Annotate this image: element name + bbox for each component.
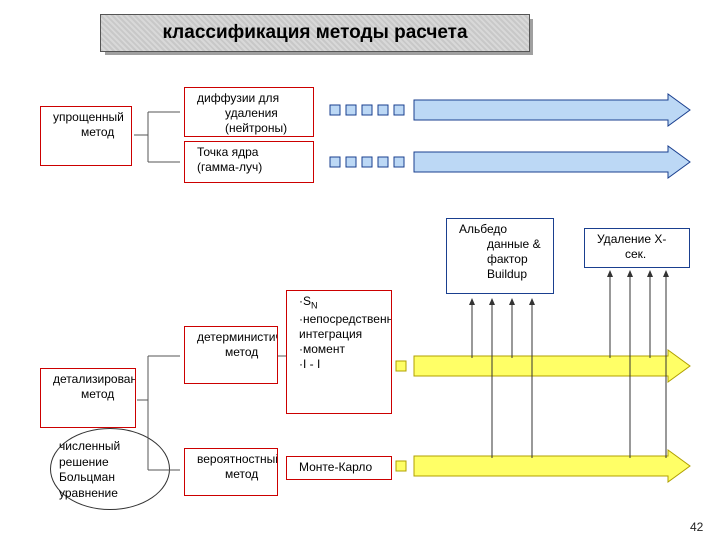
label: 42 xyxy=(690,520,703,534)
label: численныйрешениеБольцман уравнение xyxy=(59,439,120,500)
box-removal-xsec: Удаление X-сек. xyxy=(584,228,690,268)
label: Точка ядра(гамма-луч) xyxy=(197,145,262,174)
box-probabilistic-method: вероятностныйметод xyxy=(184,448,278,496)
page-number: 42 xyxy=(690,520,703,534)
label: детализированныйметод xyxy=(53,372,136,401)
label: ·SN·непосредственный интеграция·момент·I… xyxy=(299,294,392,371)
box-point-kernel: Точка ядра(гамма-луч) xyxy=(184,141,314,183)
label: Альбедо данные &фактор Buildup xyxy=(459,222,541,281)
title-text: классификация методы расчета xyxy=(162,22,467,44)
ellipse-boltzmann: численныйрешениеБольцман уравнение xyxy=(50,428,170,510)
box-deterministic-method: детерминистическийметод xyxy=(184,326,278,384)
label: детерминистическийметод xyxy=(197,330,278,359)
label: диффузии для удаления(нейтроны) xyxy=(197,91,287,135)
label: Удаление X-сек. xyxy=(597,232,666,261)
box-diffusion-removal: диффузии для удаления(нейтроны) xyxy=(184,87,314,137)
diagram-canvas: { "page": { "number": "42" }, "title": {… xyxy=(0,0,720,540)
label: вероятностныйметод xyxy=(197,452,278,481)
box-simplified-method: упрощенный метод xyxy=(40,106,132,166)
box-sn-methods: ·SN·непосредственный интеграция·момент·I… xyxy=(286,290,392,414)
box-albedo: Альбедо данные &фактор Buildup xyxy=(446,218,554,294)
label: Монте-Карло xyxy=(299,460,372,474)
box-detailed-method: детализированныйметод xyxy=(40,368,136,428)
diagram-title: классификация методы расчета xyxy=(100,14,530,52)
box-monte-carlo: Монте-Карло xyxy=(286,456,392,480)
label: упрощенный метод xyxy=(53,110,124,139)
